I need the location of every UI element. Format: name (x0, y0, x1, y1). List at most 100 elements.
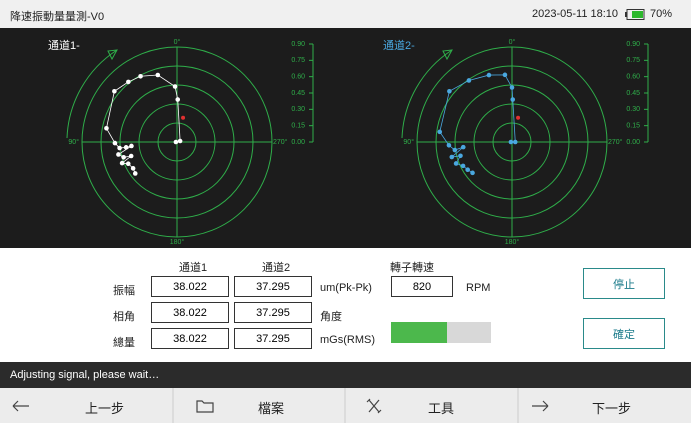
nav-tools[interactable]: 工具 (428, 401, 455, 416)
scale-tick-label: 0.60 (626, 74, 640, 81)
stop-button[interactable]: 停止 (583, 268, 665, 299)
point (132, 171, 138, 176)
marker (516, 115, 521, 120)
unit: mGs(RMS) (320, 334, 375, 346)
table-panel: 通道1 通道2 振幅 相角 總量 38.022 37.295 38.022 37… (0, 248, 691, 362)
nav-file[interactable]: 檔案 (258, 401, 285, 416)
scale-tick-label: 0.45 (626, 90, 640, 97)
angle-label: 90° (403, 138, 414, 146)
point (117, 145, 122, 151)
point (510, 97, 516, 102)
point (466, 78, 472, 83)
point (465, 167, 470, 172)
point (452, 147, 458, 153)
nav-bar: 上一步 檔案 工具 下一步 (0, 388, 691, 423)
column-header: 通道1 (179, 262, 208, 274)
nav-prev[interactable]: 上一步 (85, 401, 125, 416)
point (112, 140, 118, 146)
point (116, 152, 121, 157)
app-title: 降速振動量量測-V0 (10, 11, 105, 23)
point (508, 139, 514, 145)
angle-label: 180° (170, 238, 185, 246)
battery-level: 70% (650, 8, 673, 20)
point (460, 144, 466, 150)
point (460, 163, 466, 169)
value-box: 37.295 (234, 276, 312, 297)
nav-icons (12, 388, 549, 423)
status-text: Adjusting signal, please wait… (10, 369, 160, 381)
point (104, 125, 109, 131)
point (458, 153, 463, 159)
point (470, 170, 475, 176)
point (512, 139, 518, 145)
value-box: 37.295 (234, 302, 312, 323)
point (129, 143, 134, 149)
point (121, 155, 126, 160)
point (155, 72, 161, 78)
datetime: 2023-05-11 18:10 (532, 8, 619, 20)
scale-tick-label: 0.45 (291, 90, 305, 97)
rpm-box: 820 (391, 276, 453, 297)
value-box: 38.022 (151, 302, 229, 323)
polar-panel: 0° 90° 180° 270° 通道1- 0.90 0.75 0.60 0.45 0.30 0.1… (0, 28, 691, 248)
scale-tick-label: 0.30 (626, 106, 640, 113)
point (437, 129, 443, 135)
direction-arc (66, 49, 118, 139)
direction-arrow (107, 49, 118, 61)
row-label: 總量 (113, 337, 135, 349)
row-label: 振幅 (113, 285, 135, 297)
rotor-label: 轉子轉速 (390, 262, 434, 274)
unit: um(Pk-Pk) (320, 282, 372, 294)
value-box: 38.022 (151, 276, 229, 297)
point (486, 72, 492, 78)
direction-arc (401, 49, 453, 139)
scale-tick-label: 0.15 (626, 123, 640, 130)
point (126, 79, 131, 85)
direction-arrow (442, 49, 453, 61)
confirm-button[interactable]: 確定 (583, 318, 665, 349)
scale-tick-label: 0.30 (291, 106, 305, 113)
top-bar: 降速振動量量測-V0 2023-05-11 18:10 70% (0, 0, 691, 28)
unit: 角度 (320, 311, 342, 323)
scale-tick-label: 0.75 (291, 57, 305, 64)
point (172, 84, 178, 89)
row-label: 相角 (113, 311, 135, 323)
nav-next[interactable]: 下一步 (592, 401, 632, 416)
scale-tick-label: 0.60 (291, 74, 305, 81)
point (449, 154, 455, 160)
status-bar: Adjusting signal, please wait… (0, 362, 691, 388)
plot-label: 通道2- (383, 38, 415, 52)
point (138, 73, 143, 79)
rpm-unit: RPM (466, 282, 491, 294)
point (173, 139, 179, 145)
point (177, 138, 183, 144)
angle-label: 180° (505, 238, 520, 246)
point (119, 160, 125, 166)
angle-label: 270° (273, 138, 288, 146)
plot-label: 通道1- (48, 38, 80, 52)
scale-tick-label: 0.90 (626, 41, 640, 48)
point (128, 153, 134, 159)
marker (181, 115, 186, 120)
point (509, 85, 515, 90)
point (175, 97, 181, 102)
point (446, 143, 452, 148)
progress-fill (391, 322, 447, 343)
angle-label: 90° (68, 138, 79, 146)
point (112, 88, 117, 94)
angle-label: 270° (608, 138, 623, 146)
point (123, 145, 129, 150)
point (447, 88, 452, 94)
scale-tick-label: 0.00 (626, 139, 640, 146)
point (125, 161, 131, 167)
point (130, 166, 136, 171)
angle-label: 0° (174, 38, 181, 46)
scale-tick-label: 0.75 (626, 57, 640, 64)
scale-tick-label: 0.15 (291, 123, 305, 130)
value-box: 38.022 (151, 328, 229, 349)
point (453, 161, 459, 166)
scale-tick-label: 0.00 (291, 139, 305, 146)
scale-tick-label: 0.90 (291, 41, 305, 48)
column-header: 通道2 (262, 262, 291, 274)
